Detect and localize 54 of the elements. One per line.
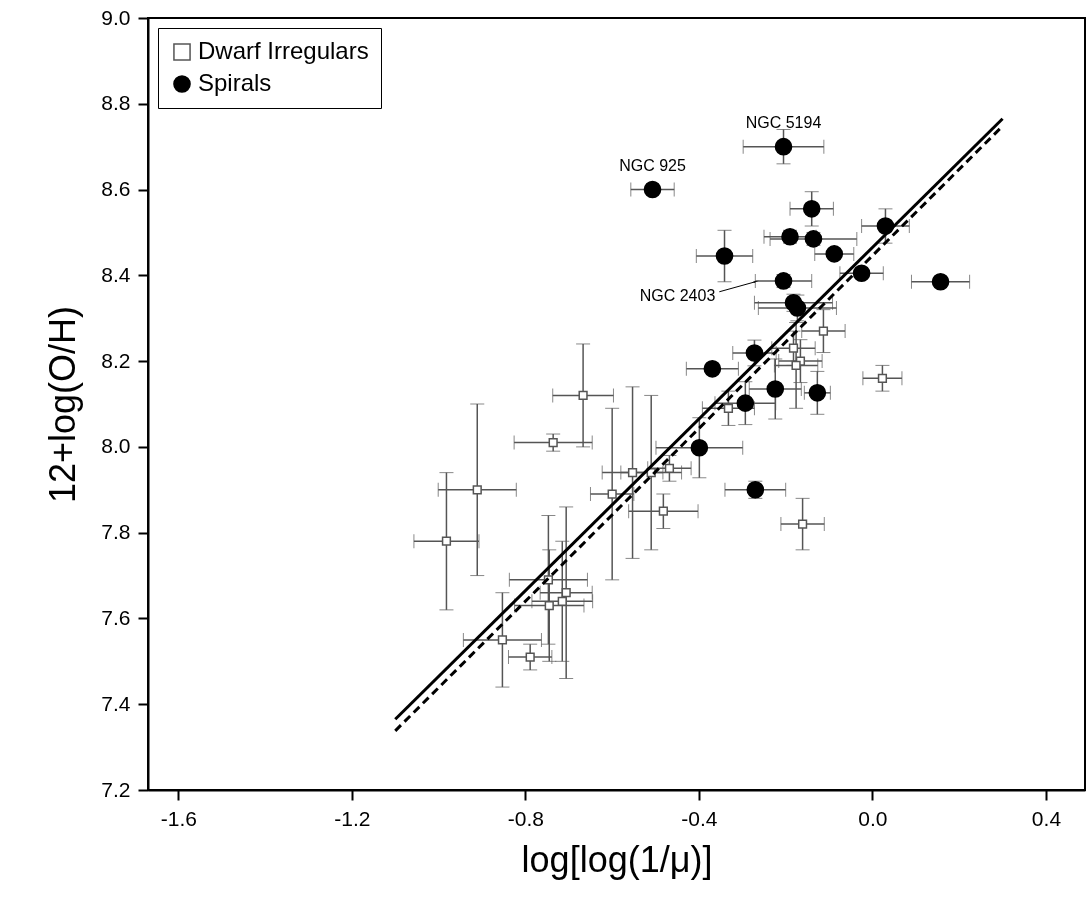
point [788, 299, 807, 317]
point [472, 485, 482, 495]
y-tick-label: 8.6 [101, 177, 131, 201]
point [561, 588, 571, 598]
y-tick-label: 8.4 [101, 262, 131, 286]
y-tick-label: 8.8 [101, 91, 131, 115]
point [441, 536, 452, 546]
y-tick-label: 7.2 [101, 777, 131, 801]
x-axis-title: log[log(1/μ)] [521, 838, 713, 880]
x-tick-label: -1.6 [160, 806, 197, 830]
point [627, 468, 638, 478]
point [557, 596, 567, 606]
point [703, 360, 722, 378]
point [715, 247, 734, 265]
point [774, 137, 793, 156]
annotation: NGC 925 [619, 156, 686, 174]
y-axis-title: 12+log(O/H) [42, 305, 84, 504]
point [525, 652, 535, 662]
point [664, 463, 675, 473]
point [548, 437, 558, 448]
point [818, 326, 829, 336]
legend-label: Spirals [198, 69, 272, 96]
point [766, 380, 785, 398]
point [643, 180, 662, 199]
y-tick-label: 8.0 [101, 434, 131, 458]
y-tick-label: 7.4 [101, 691, 131, 715]
point [791, 360, 801, 371]
point [825, 245, 844, 263]
x-tick-label: -0.8 [507, 806, 544, 830]
point [745, 344, 764, 362]
y-tick-label: 7.8 [101, 520, 131, 544]
point [802, 200, 821, 218]
x-tick-label: 0.0 [858, 806, 888, 830]
point [808, 384, 827, 402]
x-tick-label: -1.2 [334, 806, 371, 830]
annotation: NGC 2403 [639, 286, 716, 304]
point [497, 635, 508, 645]
y-tick-label: 8.2 [101, 348, 131, 372]
y-tick-label: 7.6 [101, 605, 131, 629]
x-tick-label: -0.4 [681, 806, 718, 830]
point [607, 489, 617, 499]
point [723, 403, 734, 413]
point [788, 343, 799, 353]
point [797, 519, 808, 529]
y-tick-label: 9.0 [101, 5, 131, 29]
point [658, 506, 668, 516]
point [736, 394, 755, 412]
point [877, 373, 888, 383]
legend-label: Dwarf Irregulars [198, 37, 369, 64]
annotation: NGC 5194 [745, 113, 822, 131]
point [690, 438, 709, 457]
x-tick-label: 0.4 [1031, 806, 1062, 830]
point [931, 272, 950, 291]
point [578, 390, 588, 401]
